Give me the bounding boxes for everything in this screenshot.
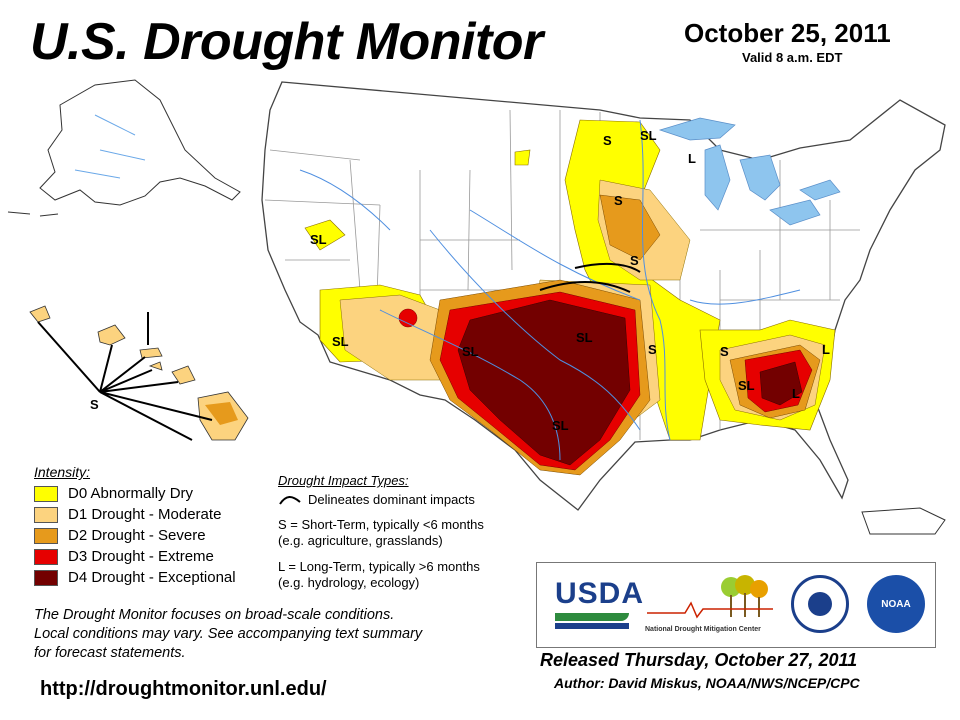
commerce-seal-center: [808, 592, 832, 616]
ndmc-logo: National Drought Mitigation Center: [645, 573, 773, 639]
long-term-label: L = Long-Term, typically >6 months: [278, 559, 480, 574]
usda-logo: USDA: [555, 577, 644, 629]
page-title: U.S. Drought Monitor: [30, 13, 543, 71]
ndmc-prefix: National: [645, 626, 673, 633]
map-label-mn-s2: S: [630, 253, 639, 268]
noaa-logo-text: NOAA: [881, 598, 911, 610]
ndmc-logo-text: National Drought Mitigation Center: [645, 626, 773, 633]
valid-time: Valid 8 a.m. EDT: [742, 50, 843, 65]
noaa-logo: NOAA: [867, 575, 925, 633]
rivers: [299, 119, 801, 461]
long-term-text: L = Long-Term, typically >6 months (e.g. …: [278, 559, 538, 591]
legend-label-d2: D2 Drought - Severe: [68, 527, 206, 544]
map-label-nw-sl: SL: [310, 232, 327, 247]
swatch-d0: [34, 485, 58, 502]
author: Author: David Miskus, NOAA/NWS/NCEP/CPC: [554, 675, 860, 691]
delineates-label: Delineates dominant impacts: [308, 492, 475, 507]
map-label-hawaii-s: S: [90, 397, 99, 412]
map-label-mn-sl: SL: [640, 128, 657, 143]
impact-types-legend: Drought Impact Types: Delineates dominan…: [278, 473, 538, 601]
ndmc-suffix: Drought Mitigation Center: [674, 626, 761, 633]
map-label-tn-s: S: [720, 344, 729, 359]
delineates-row: Delineates dominant impacts: [278, 492, 538, 507]
legend-label-d4: D4 Drought - Exceptional: [68, 569, 236, 586]
note-line-1: The Drought Monitor focuses on broad-sca…: [34, 607, 395, 623]
hawaii: [29, 305, 249, 441]
ndmc-trees-icon: [647, 575, 773, 619]
impacts-title: Drought Impact Types:: [278, 473, 409, 488]
commerce-seal-icon: [791, 575, 849, 633]
disclaimer-note: The Drought Monitor focuses on broad-sca…: [34, 606, 524, 663]
map-label-ms-s: S: [648, 342, 657, 357]
note-line-3: for forecast statements.: [34, 645, 186, 661]
short-term-text: S = Short-Term, typically <6 months (e.g.…: [278, 517, 538, 549]
legend-label-d3: D3 Drought - Extreme: [68, 548, 214, 565]
map-label-az-sl: SL: [332, 334, 349, 349]
map-label-ga-l: L: [792, 386, 800, 401]
usda-green-bar: [555, 613, 629, 621]
swatch-d4: [34, 569, 58, 586]
drought-map: SL SL S S SL L S S SL SL S SL S L SL L: [7, 79, 946, 535]
legend-label-d0: D0 Abnormally Dry: [68, 485, 194, 502]
great-lakes: [658, 117, 841, 226]
map-label-tx-sl: SL: [552, 418, 569, 433]
legend-item-d1: D1 Drought - Moderate: [34, 504, 284, 525]
puerto-rico: [861, 507, 946, 535]
map-label-ia-s: S: [614, 193, 623, 208]
map-label-mi-l: L: [688, 151, 696, 166]
impact-boundary-line: [539, 262, 641, 293]
note-line-2: Local conditions may vary. See accompany…: [34, 626, 423, 642]
map-label-ga-sl: SL: [738, 378, 755, 393]
map-label-sc-l: L: [822, 342, 830, 357]
legend-item-d0: D0 Abnormally Dry: [34, 483, 284, 504]
intensity-legend: Intensity: D0 Abnormally Dry D1 Drought …: [34, 464, 284, 588]
website-url[interactable]: http://droughtmonitor.unl.edu/: [40, 678, 327, 700]
legend-item-d3: D3 Drought - Extreme: [34, 546, 284, 567]
swatch-d2: [34, 527, 58, 544]
alaska-outline: [39, 79, 241, 206]
map-date: October 25, 2011: [684, 18, 891, 48]
impact-line-icon: [279, 495, 301, 505]
legend-item-d2: D2 Drought - Severe: [34, 525, 284, 546]
usda-blue-bar: [555, 623, 629, 629]
map-label-mn-s1: S: [603, 133, 612, 148]
short-term-example: (e.g. agriculture, grasslands): [278, 533, 443, 548]
short-term-label: S = Short-Term, typically <6 months: [278, 517, 484, 532]
long-term-example: (e.g. hydrology, ecology): [278, 575, 420, 590]
legend-label-d1: D1 Drought - Moderate: [68, 506, 222, 523]
swatch-d3: [34, 548, 58, 565]
released-date: Released Thursday, October 27, 2011: [540, 650, 858, 670]
map-label-nm-sl: SL: [462, 344, 479, 359]
agency-logos-box: USDA National Drought Mitigation Center …: [536, 562, 936, 648]
d4-exceptional-drought-areas: [457, 299, 803, 466]
legend-title: Intensity:: [34, 464, 91, 480]
usda-logo-text: USDA: [555, 577, 645, 610]
swatch-d1: [34, 506, 58, 523]
legend-item-d4: D4 Drought - Exceptional: [34, 567, 284, 588]
map-label-ok-sl: SL: [576, 330, 593, 345]
